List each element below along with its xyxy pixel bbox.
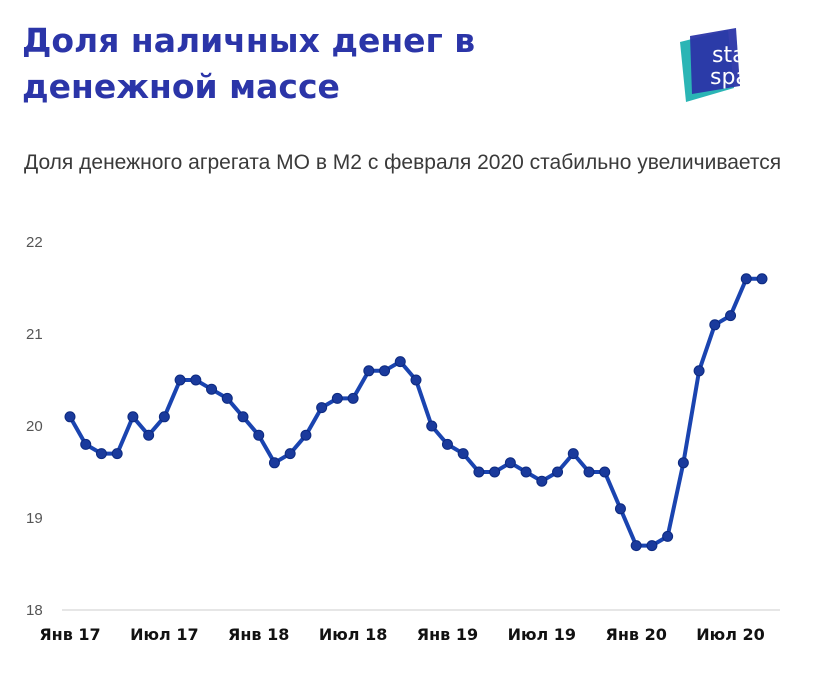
data-point [457,448,469,460]
data-point [80,438,92,450]
x-tick-label: Июл 19 [508,625,577,644]
logo-dark-shape [690,28,740,94]
data-point [536,475,548,487]
data-point [473,466,485,478]
x-tick-label: Июл 17 [130,625,199,644]
data-point [331,392,343,404]
data-point [756,273,768,285]
data-point [646,540,658,552]
logo-text-space: space [710,65,775,90]
data-point [111,448,123,460]
data-point [520,466,532,478]
data-point [426,420,438,432]
data-point [174,374,186,386]
data-point [253,429,265,441]
y-tick-label: 18 [26,602,43,619]
data-point [504,457,516,469]
page-title: Доля наличных денег в денежной массе [22,21,476,106]
data-point [552,466,564,478]
data-point [441,438,453,450]
data-point [268,457,280,469]
chart-subtitle: Доля денежного агрегата МО в М2 с феврал… [24,151,782,174]
data-point [677,457,689,469]
y-tick-label: 22 [26,234,43,251]
data-point [64,411,76,423]
y-tick-label: 21 [26,326,43,343]
data-point [630,540,642,552]
statspace-logo: stat space [680,28,775,102]
x-tick-label: Янв 19 [417,625,478,644]
logo-text-stat: stat [712,43,755,68]
data-point [300,429,312,441]
data-point [599,466,611,478]
series-line [68,276,762,548]
x-tick-label: Янв 18 [228,625,289,644]
data-point [567,448,579,460]
data-point [725,310,737,322]
series-markers [64,273,768,552]
data-point [95,448,107,460]
data-point [363,365,375,377]
x-tick-label: Янв 20 [606,625,667,644]
x-tick-label: Июл 18 [319,625,388,644]
data-point [143,429,155,441]
y-tick-label: 20 [26,418,43,435]
data-point [316,402,328,414]
data-point [583,466,595,478]
x-tick-label: Янв 17 [39,625,100,644]
data-point [489,466,501,478]
data-point [237,411,249,423]
x-tick-label: Июл 20 [696,625,765,644]
data-point [662,530,674,542]
data-point [221,392,233,404]
data-point [394,356,406,368]
x-axis-ticks: Янв 17 Июл 17 Янв 18 Июл 18 Янв 19 Июл 19 Янв … [39,625,764,644]
data-point [693,365,705,377]
data-point [127,411,139,423]
data-point [709,319,721,331]
data-point [740,273,752,285]
data-point [158,411,170,423]
data-point [347,392,359,404]
y-tick-label: 19 [26,510,43,527]
data-point [284,448,296,460]
y-axis-ticks: 18 19 20 21 22 [26,234,43,619]
data-point [190,374,202,386]
data-point [379,365,391,377]
data-point [206,383,218,395]
data-point [614,503,626,515]
data-point [410,374,422,386]
